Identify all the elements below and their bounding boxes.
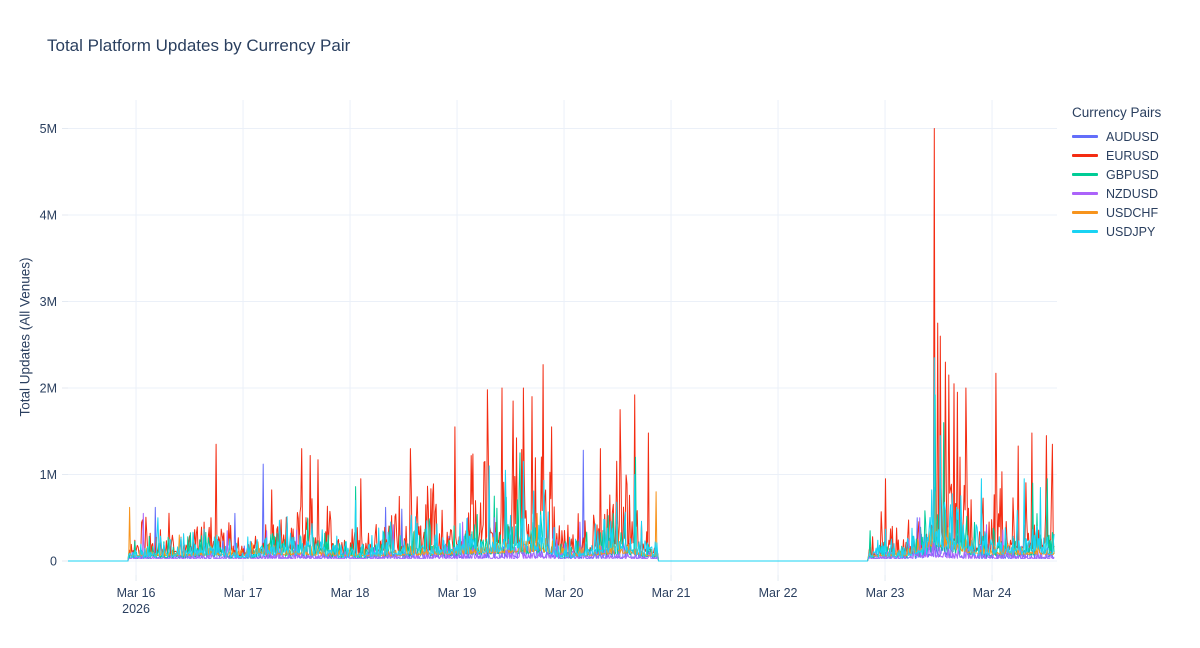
x-tick-sublabel: 2026 [122,602,150,616]
series-line-GBPUSD[interactable] [68,394,1055,562]
legend-label: NZDUSD [1106,186,1159,201]
series-line-USDJPY[interactable] [68,357,1055,562]
legend-label: AUDUSD [1106,129,1159,144]
x-tick-label: Mar 16 [117,586,156,600]
x-tick-label: Mar 24 [973,586,1012,600]
y-tick-label: 2M [40,382,57,396]
x-tick-label: Mar 21 [652,586,691,600]
y-tick-label: 4M [40,209,57,223]
x-tick-label: Mar 20 [545,586,584,600]
legend-swatch-USDCHF [1072,211,1098,214]
legend-item-GBPUSD[interactable]: GBPUSD [1072,165,1161,184]
x-tick-label: Mar 22 [759,586,798,600]
chart-title: Total Platform Updates by Currency Pair [47,36,351,55]
legend-swatch-EURUSD [1072,154,1098,157]
legend-swatch-GBPUSD [1072,173,1098,176]
legend-swatch-NZDUSD [1072,192,1098,195]
legend-swatch-USDJPY [1072,230,1098,233]
legend-label: EURUSD [1106,148,1159,163]
y-tick-label: 5M [40,122,57,136]
y-tick-label: 1M [40,468,57,482]
x-tick-label: Mar 17 [224,586,263,600]
legend-swatch-AUDUSD [1072,135,1098,138]
legend-item-AUDUSD[interactable]: AUDUSD [1072,127,1161,146]
legend-label: GBPUSD [1106,167,1159,182]
y-tick-label: 0 [50,555,57,569]
legend-item-NZDUSD[interactable]: NZDUSD [1072,184,1161,203]
legend-item-USDCHF[interactable]: USDCHF [1072,203,1161,222]
legend-label: USDCHF [1106,205,1159,220]
legend-title: Currency Pairs [1072,105,1162,120]
y-tick-label: 3M [40,295,57,309]
legend-item-EURUSD[interactable]: EURUSD [1072,146,1161,165]
legend-items: AUDUSD EURUSD GBPUSD NZDUSD USDCHF USDJPY [1072,127,1161,241]
legend-label: USDJPY [1106,224,1156,239]
legend-item-USDJPY[interactable]: USDJPY [1072,222,1161,241]
x-tick-label: Mar 19 [438,586,477,600]
legend: Currency Pairs AUDUSD EURUSD GBPUSD NZDUSD U… [1072,105,1161,241]
series-line-EURUSD[interactable] [68,128,1055,562]
x-tick-label: Mar 18 [331,586,370,600]
x-tick-label: Mar 23 [866,586,905,600]
